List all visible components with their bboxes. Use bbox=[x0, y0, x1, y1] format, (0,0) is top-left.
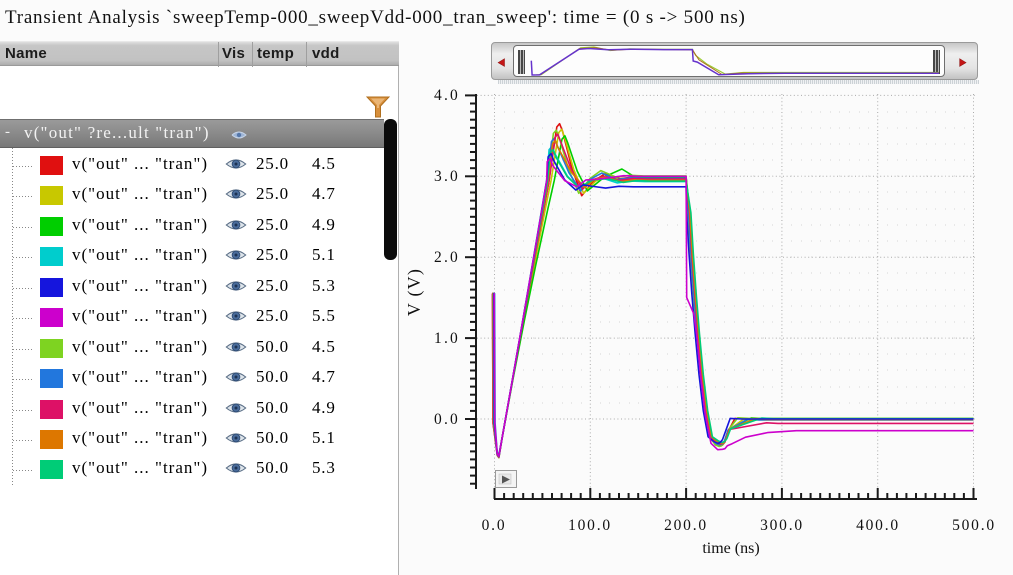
svg-text:400.0: 400.0 bbox=[856, 517, 900, 534]
svg-text:2.0: 2.0 bbox=[434, 249, 460, 266]
svg-text:1.0: 1.0 bbox=[434, 330, 460, 347]
svg-text:3.0: 3.0 bbox=[434, 168, 460, 185]
svg-text:4.0: 4.0 bbox=[434, 87, 460, 104]
svg-text:200.0: 200.0 bbox=[664, 517, 708, 534]
svg-text:time (ns): time (ns) bbox=[702, 540, 759, 557]
svg-text:500.0: 500.0 bbox=[952, 517, 996, 534]
svg-text:300.0: 300.0 bbox=[760, 517, 804, 534]
svg-text:100.0: 100.0 bbox=[568, 517, 612, 534]
svg-text:0.0: 0.0 bbox=[434, 411, 460, 428]
svg-text:V (V): V (V) bbox=[404, 268, 425, 316]
svg-text:0.0: 0.0 bbox=[482, 517, 507, 534]
